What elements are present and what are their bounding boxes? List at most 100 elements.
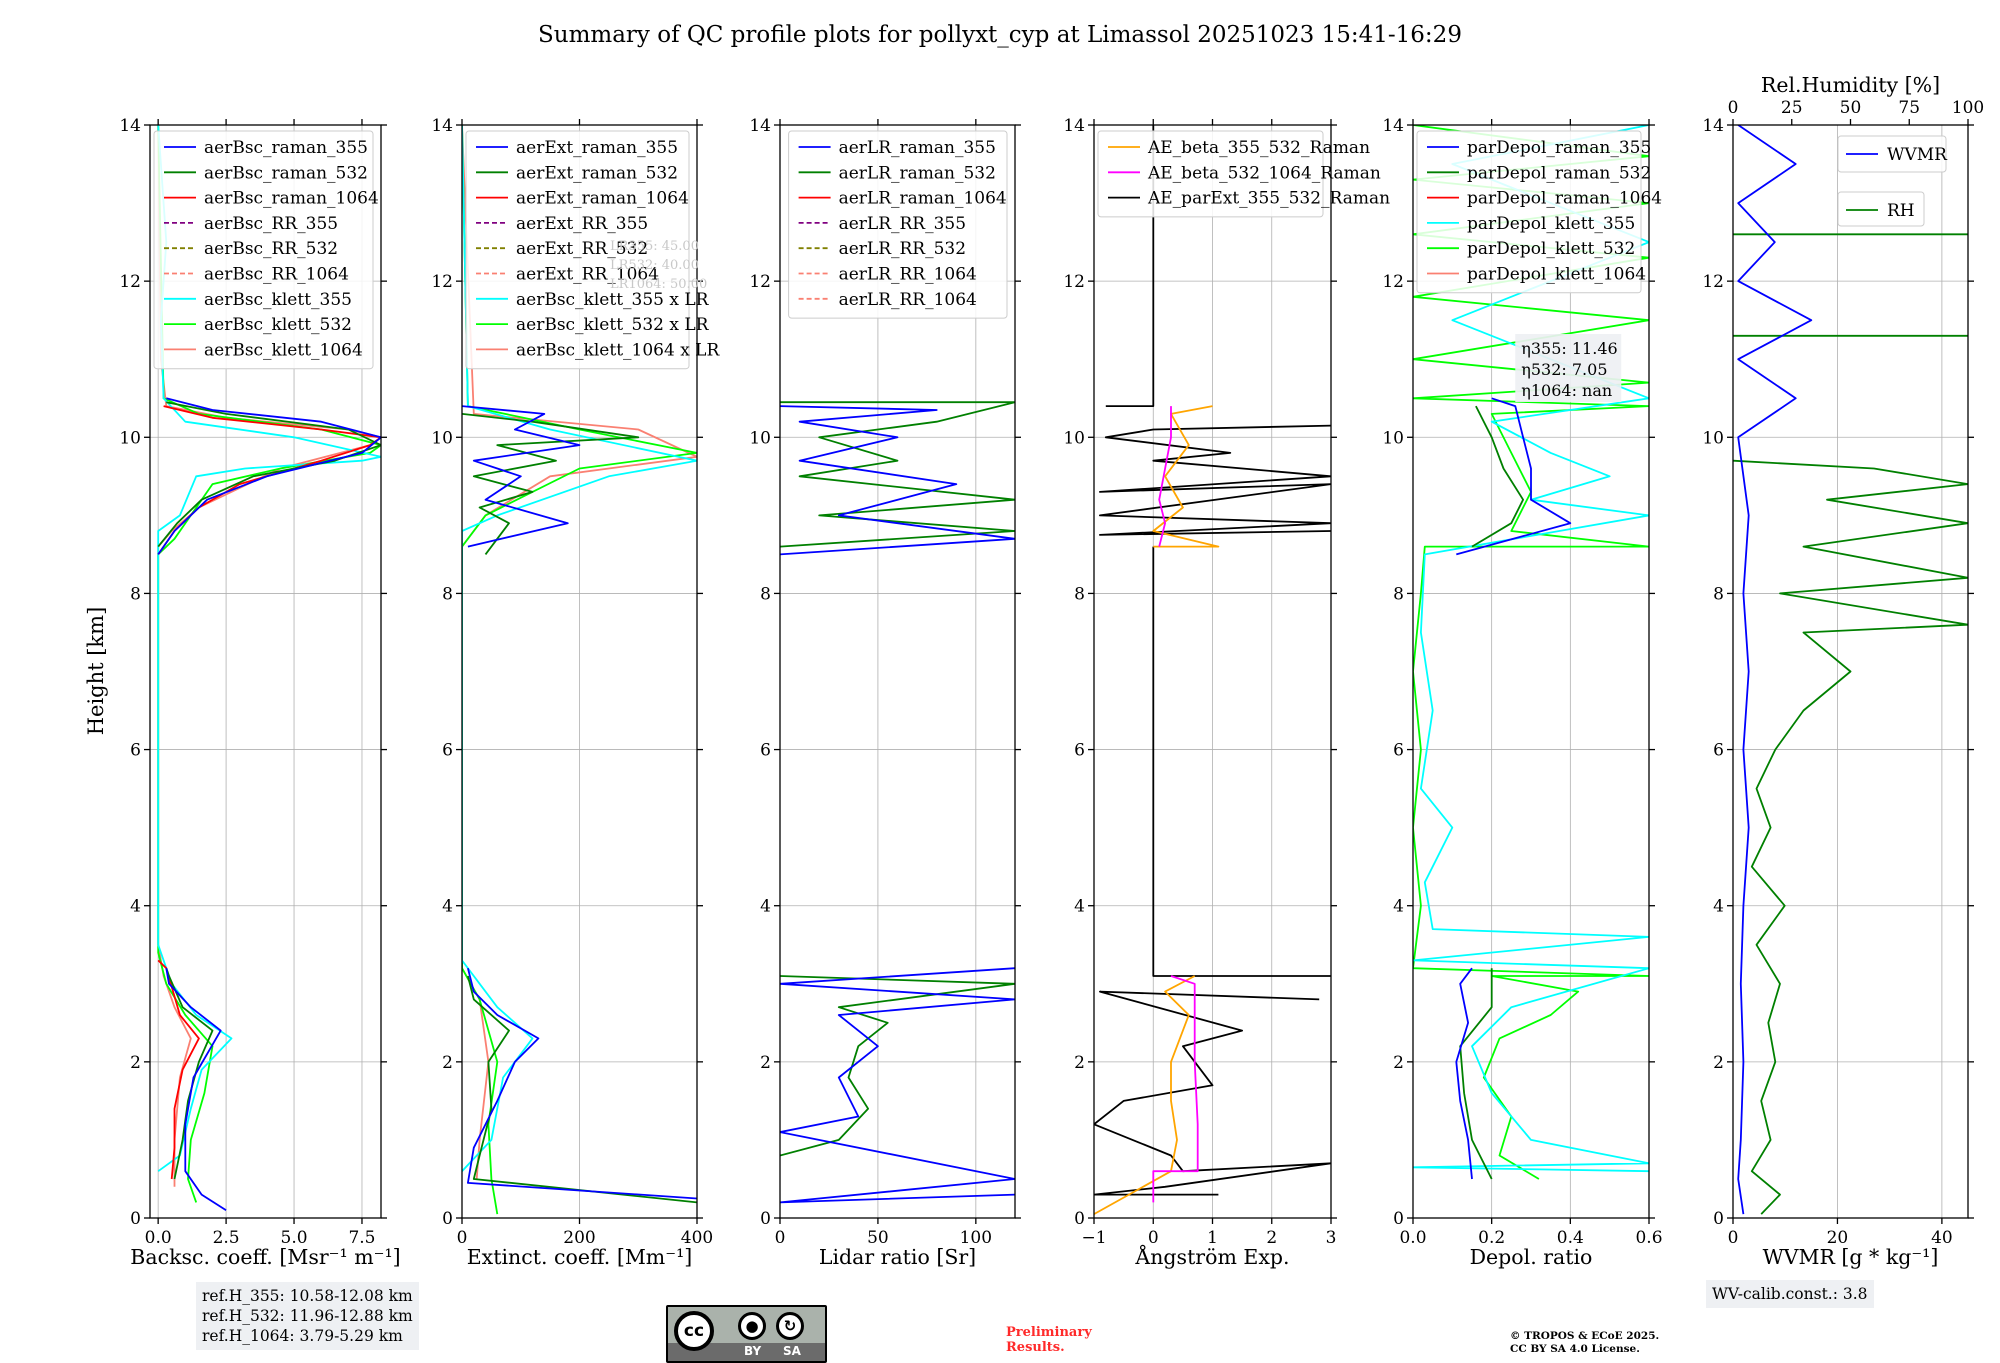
eta-box (1515, 334, 1622, 402)
series-parDepol_raman_532 (1459, 968, 1493, 1180)
legend-label: parDepol_raman_1064 (1467, 189, 1662, 209)
ytick-label: 10 (749, 428, 771, 448)
legend-box (465, 130, 690, 370)
ytick-label: 6 (760, 741, 771, 761)
legend-box (788, 130, 1008, 319)
cc-sa-label: SA (783, 1344, 801, 1358)
cc-icon: cc (674, 1311, 714, 1351)
ref-heights-box: ref.H_355: 10.58-12.08 km ref.H_532: 11.… (196, 1282, 419, 1350)
legend-label: aerBsc_klett_1064 (204, 340, 363, 360)
legend-label: aerExt_raman_532 (516, 163, 678, 183)
series-aerBsc_raman_355 (165, 968, 227, 1211)
series-aerExt_raman_355_upper (462, 405, 581, 548)
xtick-label: 0.2 (1478, 1228, 1505, 1248)
cc-by-label: BY (744, 1344, 762, 1358)
legend-label: aerBsc_klett_1064 x LR (516, 340, 720, 360)
legend-label: parDepol_klett_355 (1467, 214, 1635, 234)
ytick-label: 6 (130, 741, 141, 761)
lr-note: LR1064: 50.00 (610, 277, 707, 292)
legend-label: aerLR_raman_532 (839, 163, 996, 183)
x-axis-label: Extinct. coeff. [Mm⁻¹] (467, 1245, 693, 1269)
legend-label: aerExt_raman_355 (516, 138, 678, 158)
xtick-label: 0 (1728, 1228, 1739, 1248)
xtick-label: 0.6 (1635, 1228, 1662, 1248)
series-AE_beta_532_1064_Raman_low (1152, 975, 1199, 1203)
legend-label: aerExt_RR_532 (516, 239, 648, 259)
legend-box (1837, 191, 1925, 227)
legend-label: aerExt_RR_355 (516, 214, 648, 234)
series-aerLR_raman_355 (780, 967, 1015, 1204)
ytick-label: 6 (442, 741, 453, 761)
xtick-label: 3 (1326, 1228, 1337, 1248)
legend-label: AE_beta_532_1064_Raman (1147, 163, 1381, 183)
series-parDepol_raman_532_upper (1471, 405, 1524, 548)
ytick-label: 2 (1393, 1053, 1404, 1073)
ref-height-355: ref.H_355: 10.58-12.08 km (202, 1287, 413, 1305)
legend-label: aerBsc_klett_355 x LR (516, 290, 710, 310)
panel-depol: 0 2 4 6 8 10 12 14 0.0 0.2 0.4 0.6 Depol. ratio parDe… (1382, 116, 1662, 1269)
lr-note: LR532: 40.00 (610, 258, 699, 273)
xtick-label: 1 (1207, 1228, 1218, 1248)
legend-label: parDepol_raman_532 (1467, 163, 1651, 183)
ytick-label: 4 (130, 897, 141, 917)
ytick-label: 6 (1393, 741, 1404, 761)
by-person-icon: ● (738, 1312, 766, 1340)
series-group (462, 125, 697, 1215)
xtick-label: −1 (1081, 1228, 1106, 1248)
legend-label: aerBsc_raman_1064 (204, 189, 379, 209)
ytick-label: 8 (1713, 584, 1724, 604)
legend-label: aerBsc_RR_355 (204, 214, 338, 234)
legend-label: parDepol_raman_355 (1467, 138, 1651, 158)
ytick-label: 8 (760, 584, 771, 604)
series-AE_beta_355_532_Raman_low (1094, 975, 1196, 1215)
ytick-label: 14 (431, 116, 453, 136)
ytick-label: 8 (1074, 584, 1085, 604)
top-axis-label: Rel.Humidity [%] (1761, 73, 1940, 97)
legend-label: aerBsc_klett_355 (204, 290, 352, 310)
xtick-label: 2.5 (213, 1228, 240, 1248)
series-aerBsc_klett_355 x LR (462, 125, 697, 1172)
legend-label: aerBsc_raman_532 (204, 163, 368, 183)
figure-title: Summary of QC profile plots for pollyxt_… (538, 22, 1462, 48)
y-axis-label: Height [km] (84, 607, 108, 736)
legend-label: aerExt_raman_1064 (516, 189, 689, 209)
legend-label: aerBsc_klett_532 (204, 315, 352, 335)
ytick-label: 4 (1393, 897, 1404, 917)
top-xtick-label: 25 (1781, 98, 1803, 118)
legend-label: aerLR_RR_1064 (839, 265, 977, 285)
ytick-label: 2 (1074, 1053, 1085, 1073)
ytick-label: 12 (431, 272, 453, 292)
series-RH (1733, 459, 1968, 1215)
ytick-label: 14 (1702, 116, 1724, 136)
series-parDepol_klett_355 (1413, 125, 1649, 1173)
ytick-label: 12 (119, 272, 141, 292)
ytick-label: 8 (130, 584, 141, 604)
series-group (1733, 125, 1968, 1215)
ytick-label: 12 (1702, 272, 1724, 292)
series-aerLR_raman_532 (780, 975, 1015, 1157)
series-aerLR_raman_355_upper (780, 405, 1015, 556)
series-aerBsc_raman_532_upper (157, 401, 381, 548)
wv-calib-box: WV-calib.const.: 3.8 (1706, 1280, 1874, 1308)
xtick-label: 20 (1827, 1228, 1849, 1248)
legend-label: aerLR_RR_355 (839, 214, 966, 234)
series-AE_parExt_355_532_Raman (1105, 125, 1155, 408)
ytick-label: 12 (749, 272, 771, 292)
legend-label: AE_parExt_355_532_Raman (1147, 189, 1390, 209)
ref-height-532: ref.H_532: 11.96-12.88 km (202, 1307, 413, 1325)
ytick-label: 0 (130, 1209, 141, 1229)
legend-label: aerLR_raman_355 (839, 138, 996, 158)
series-AE_parExt_355_532_Raman_low (1094, 990, 1331, 1196)
xtick-label: 200 (563, 1228, 595, 1248)
xtick-label: 40 (1931, 1228, 1953, 1248)
ytick-label: 4 (760, 897, 771, 917)
ytick-label: 0 (760, 1209, 771, 1229)
top-xtick-label: 100 (1952, 98, 1984, 118)
ytick-label: 6 (1074, 741, 1085, 761)
series-aerBsc_raman_532 (165, 967, 214, 1180)
legend-label: aerBsc_RR_1064 (204, 265, 349, 285)
legend-label: AE_beta_355_532_Raman (1147, 138, 1370, 158)
preliminary-note: Preliminary Results. (1006, 1325, 1092, 1355)
